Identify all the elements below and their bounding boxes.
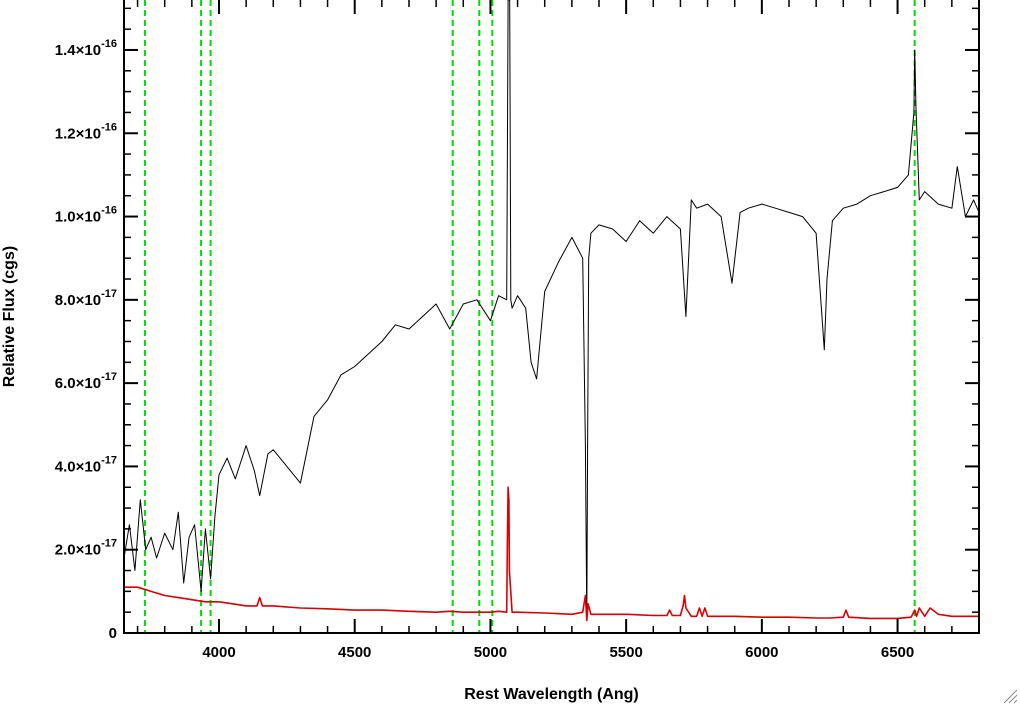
series-layer bbox=[123, 0, 980, 622]
y-tick-label: 6.0×10-17 bbox=[55, 371, 117, 392]
y-tick-label: 1.2×10-16 bbox=[55, 121, 117, 142]
y-tick-label: 4.0×10-17 bbox=[55, 454, 117, 475]
plot-frame bbox=[123, 0, 980, 634]
x-axis-title: Rest Wavelength (Ang) bbox=[464, 686, 639, 703]
x-tick-label: 4000 bbox=[202, 644, 235, 661]
x-tick-label: 5000 bbox=[474, 644, 507, 661]
x-tick-label: 6500 bbox=[881, 644, 914, 661]
reference-lines bbox=[143, 0, 916, 633]
x-tick-label: 6000 bbox=[745, 644, 778, 661]
y-tick-label: 0 bbox=[109, 625, 117, 642]
spectrum-flux-line bbox=[123, 0, 980, 621]
resize-grip-icon[interactable] bbox=[1003, 689, 1018, 704]
y-axis: 0 2.0×10-17 4.0×10-17 6.0×10-17 8.0×10-17 1.0… bbox=[55, 7, 979, 642]
x-tick-label: 4500 bbox=[338, 644, 371, 661]
x-tick-label: 5500 bbox=[609, 644, 642, 661]
y-axis-title: Relative Flux (cgs) bbox=[1, 246, 18, 387]
y-tick-label: 1.4×10-16 bbox=[55, 38, 117, 59]
y-tick-label: 1.0×10-16 bbox=[55, 205, 117, 226]
x-axis: 4000 4500 5000 5500 6000 6500 bbox=[136, 0, 980, 661]
spectrum-error-line bbox=[124, 486, 979, 622]
y-tick-label: 2.0×10-17 bbox=[55, 538, 117, 559]
y-tick-label: 8.0×10-17 bbox=[55, 288, 117, 309]
